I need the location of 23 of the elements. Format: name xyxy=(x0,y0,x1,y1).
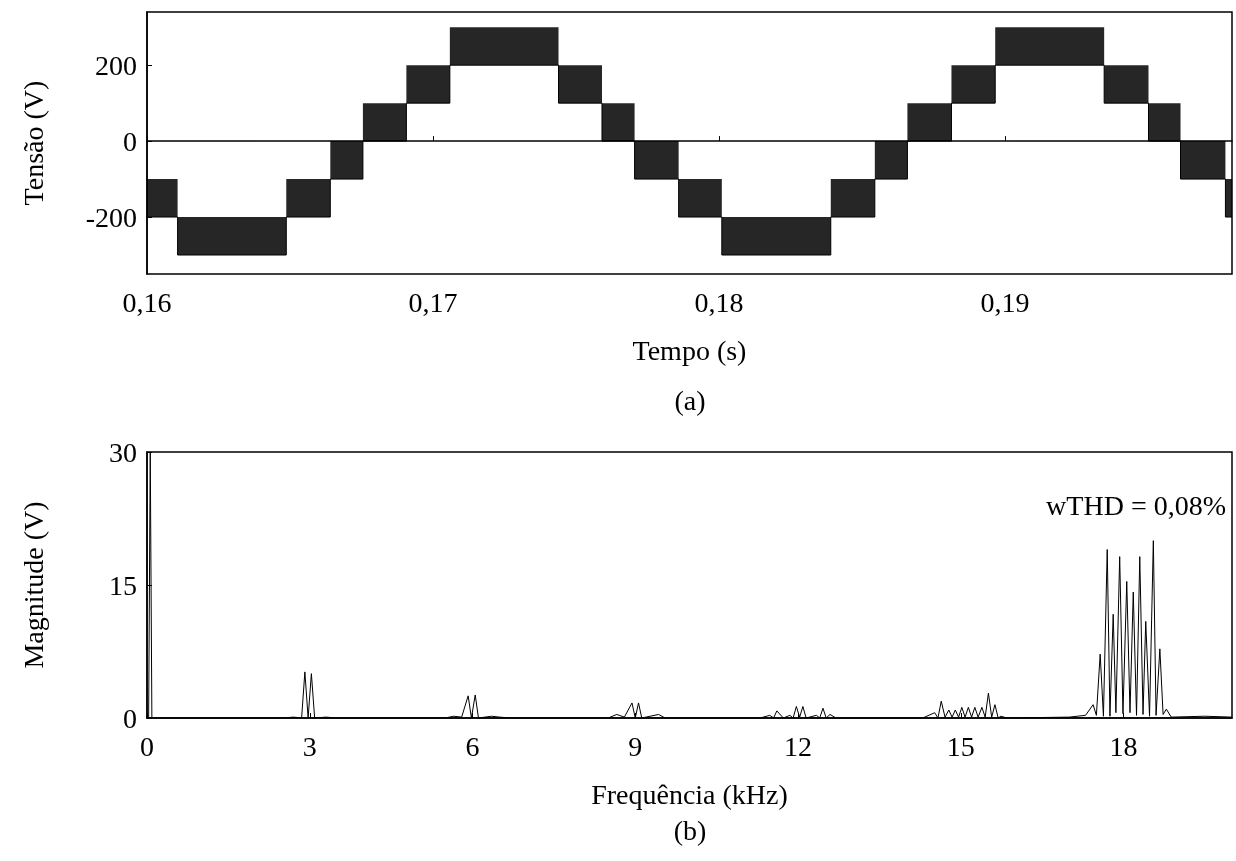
text: (a) xyxy=(674,384,706,416)
y-tick-label: 30 xyxy=(109,436,137,468)
y-axis-title: Tensão (V) xyxy=(17,80,49,206)
y-axis-title: Magnitude (V) xyxy=(17,501,49,669)
y-tick-label: 0 xyxy=(123,702,137,734)
x-axis-title: Tempo (s) xyxy=(632,334,747,366)
x-tick-label: 12 xyxy=(784,730,812,762)
x-axis-title: Frequência (kHz) xyxy=(591,778,788,810)
x-tick-label: 3 xyxy=(302,730,317,762)
x-tick-label: 0,19 xyxy=(980,286,1030,318)
x-tick-label: 0,18 xyxy=(694,286,744,318)
x-tick-label: 6 xyxy=(465,730,480,762)
x-tick-label: 15 xyxy=(946,730,975,762)
text: (b) xyxy=(673,814,707,846)
y-tick-label: 0 xyxy=(123,125,137,157)
x-tick-label: 0,16 xyxy=(122,286,172,318)
y-tick-label: -200 xyxy=(85,201,137,233)
annotation: wTHD = 0,08% xyxy=(1046,489,1226,521)
x-tick-label: 9 xyxy=(628,730,643,762)
y-tick-label: 15 xyxy=(109,569,137,601)
x-tick-label: 0,17 xyxy=(408,286,458,318)
x-tick-label: 18 xyxy=(1109,730,1138,762)
y-tick-label: 200 xyxy=(95,49,137,81)
